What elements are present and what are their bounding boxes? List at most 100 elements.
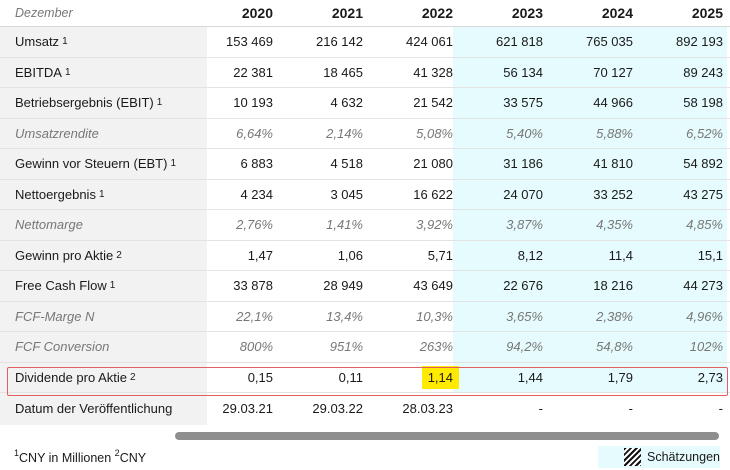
- table-cell: 1,44: [517, 369, 543, 385]
- table-row: Umsatzrendite 6,64% 2,14% 5,08% 5,40% 5,…: [0, 119, 730, 149]
- table-cell: 18 216: [593, 278, 633, 294]
- footnote-marker: 1: [98, 188, 105, 200]
- row-label: Gewinn pro Aktie: [15, 247, 114, 263]
- footnote-text: CNY in Millionen: [19, 451, 115, 465]
- table-cell: -: [628, 400, 633, 416]
- table-row: FCF Conversion 800% 951% 263% 94,2% 54,8…: [0, 332, 730, 363]
- table-cell: 44 966: [593, 95, 633, 111]
- table-row: Gewinn pro Aktie 2 1,47 1,06 5,71 8,12 11…: [0, 241, 730, 271]
- table-cell: 1,47: [247, 247, 273, 263]
- table-cell: 5,88%: [596, 125, 633, 141]
- table-cell: 21 080: [413, 156, 453, 172]
- footnote-marker: 1: [62, 36, 68, 48]
- table-cell: 16 622: [413, 186, 453, 202]
- table-cell: 6,52%: [686, 125, 723, 141]
- table-cell: 3,87%: [506, 217, 543, 233]
- table-cell: 89 243: [683, 64, 723, 80]
- footnote-marker: 1: [14, 448, 20, 458]
- horizontal-scrollbar[interactable]: [175, 432, 719, 440]
- table-cell: 6,64%: [236, 125, 273, 141]
- table-row: FCF-Marge N 22,1% 13,4% 10,3% 3,65% 2,38…: [0, 302, 730, 332]
- table-cell: 5,71: [427, 247, 453, 263]
- table-cell: 43 649: [413, 278, 453, 294]
- table-cell: 4,96%: [686, 308, 723, 324]
- row-label: Gewinn vor Steuern (EBT): [15, 156, 168, 172]
- table-cell: 4,85%: [686, 217, 723, 233]
- table-cell: 33 878: [233, 278, 273, 294]
- table-cell: 4 518: [330, 156, 363, 172]
- table-cell: 1,41%: [326, 217, 363, 233]
- table-cell: 70 127: [593, 64, 633, 80]
- table-row-dividend: Dividende pro Aktie 2 0,15 0,11 1,14 1,44…: [0, 363, 730, 393]
- table-cell: 21 542: [413, 95, 453, 111]
- footnote-marker: 1: [64, 66, 71, 78]
- table-cell: 153 469: [226, 34, 273, 50]
- header-label: Dezember: [15, 6, 73, 20]
- table-cell: 28.03.23: [402, 400, 453, 416]
- table-cell: 15,1: [697, 247, 723, 263]
- footnote-marker: 1: [109, 280, 116, 292]
- year-header: 2024: [601, 5, 633, 21]
- table-cell: -: [538, 400, 543, 416]
- table-cell: 10 193: [233, 95, 273, 111]
- table-row: Betriebsergebnis (EBIT) 1 10 193 4 632 21…: [0, 88, 730, 119]
- row-label: Dividende pro Aktie: [15, 369, 128, 385]
- table-cell: 54 892: [683, 156, 723, 172]
- table-cell: 263%: [419, 339, 453, 355]
- table-cell: 0,15: [247, 369, 273, 385]
- table-cell: 5,40%: [506, 125, 543, 141]
- table-row: Datum der Veröffentlichung 29.03.21 29.0…: [0, 393, 730, 424]
- table-cell: 41 328: [413, 64, 453, 80]
- year-header: 2021: [331, 5, 363, 21]
- table-cell: 54,8%: [596, 339, 633, 355]
- table-cell: 2,38%: [596, 308, 633, 324]
- table-cell: 44 273: [683, 278, 723, 294]
- footnote-marker: 2: [130, 371, 136, 383]
- row-label: EBITDA: [15, 64, 62, 80]
- footnote: 1CNY in Millionen 2CNY: [14, 448, 146, 465]
- table-cell: 102%: [689, 339, 723, 355]
- table-cell: 22 381: [233, 64, 273, 80]
- table-cell: 800%: [239, 339, 273, 355]
- table-row: Gewinn vor Steuern (EBT) 1 6 883 4 518 21…: [0, 149, 730, 180]
- table-cell: 41 810: [593, 156, 633, 172]
- year-header: 2023: [511, 5, 543, 21]
- table-cell: 11,4: [608, 247, 633, 263]
- table-cell: 29.03.21: [222, 400, 273, 416]
- table-cell: 22 676: [503, 278, 543, 294]
- table-cell: 3,65%: [506, 308, 543, 324]
- table-cell: 2,76%: [236, 217, 273, 233]
- table-cell: 765 035: [586, 34, 633, 50]
- financial-table: Dezember 2020 2021 2022 2023 2024 2025 U…: [0, 0, 730, 424]
- table-cell: 424 061: [406, 34, 453, 50]
- table-cell: 6 883: [240, 156, 273, 172]
- table-cell: 22,1%: [236, 308, 273, 324]
- table-cell: 4 632: [330, 95, 363, 111]
- table-cell: 951%: [329, 339, 363, 355]
- footnote-marker: 2: [116, 249, 122, 261]
- footnote-text: CNY: [119, 451, 147, 465]
- table-cell: 5,08%: [416, 125, 453, 141]
- row-label: Nettomarge: [15, 217, 83, 233]
- row-label: FCF-Marge N: [15, 308, 95, 324]
- table-cell: 3,92%: [416, 217, 453, 233]
- footnote-marker: 1: [170, 158, 177, 170]
- footnote-marker: 2: [114, 448, 120, 458]
- table-cell: 29.03.22: [312, 400, 363, 416]
- table-cell: 8,12: [517, 247, 543, 263]
- table-cell: 621 818: [496, 34, 543, 50]
- table-row: Nettomarge 2,76% 1,41% 3,92% 3,87% 4,35%…: [0, 210, 730, 241]
- table-cell: -: [718, 400, 723, 416]
- table-cell: 33 575: [503, 95, 543, 111]
- table-cell: 2,14%: [326, 125, 363, 141]
- table-cell: 0,11: [338, 369, 363, 385]
- year-header: 2022: [421, 5, 453, 21]
- table-cell: 3 045: [330, 186, 363, 202]
- row-label: Betriebsergebnis (EBIT): [15, 95, 154, 111]
- table-cell: 1,06: [337, 247, 363, 263]
- table-cell: 94,2%: [506, 339, 543, 355]
- table-header: Dezember 2020 2021 2022 2023 2024 2025: [0, 0, 730, 27]
- table-cell: 43 275: [683, 186, 723, 202]
- estimates-legend: Schätzungen: [598, 446, 720, 468]
- table-cell: 13,4%: [326, 308, 363, 324]
